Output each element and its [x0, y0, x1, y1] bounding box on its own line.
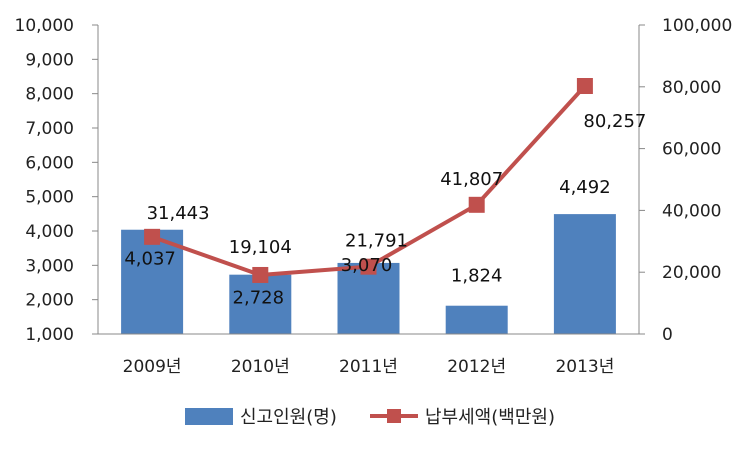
bar-data-label: 2,728: [233, 288, 285, 309]
bar: [121, 229, 184, 334]
bar: [553, 214, 616, 334]
line-marker: [252, 266, 269, 283]
right-tick-label: 0: [662, 325, 673, 345]
line-marker: [468, 196, 485, 213]
legend-line-label: 납부세액(백만원): [425, 407, 555, 428]
left-tick-label: 9,000: [25, 50, 74, 70]
right-y-axis: 0 20,000 40,000 60,000 80,000 100,000: [638, 16, 732, 345]
left-tick-label: 2,000: [25, 291, 74, 311]
line-data-label: 31,443: [147, 203, 210, 224]
x-tick-label: 2011년: [339, 357, 398, 377]
x-tick-label: 2013년: [555, 357, 614, 377]
bar: [445, 305, 508, 334]
line-data-label: 80,257: [583, 111, 646, 132]
left-tick-label: 1,000: [25, 325, 74, 345]
x-tick-label: 2012년: [447, 357, 506, 377]
line-data-label: 21,791: [345, 231, 408, 252]
legend-bar-swatch: [185, 408, 233, 425]
bar-series: [121, 214, 616, 334]
left-y-axis: 1,000 2,000 3,000 4,000 5,000 6,000 7,000 8,000…: [15, 16, 99, 345]
data-labels: 4,037 2,728 3,070 1,824 4,492 31,443 19,104 21,…: [124, 111, 646, 309]
bar-data-label: 4,037: [124, 249, 176, 270]
right-tick-label: 80,000: [662, 78, 721, 98]
left-tick-label: 8,000: [25, 85, 74, 105]
left-tick-label: 6,000: [25, 153, 74, 173]
x-axis: 2009년 2010년 2011년 2012년 2013년: [98, 333, 639, 377]
legend: 신고인원(명) 납부세액(백만원): [185, 407, 555, 428]
left-tick-label: 10,000: [15, 16, 74, 36]
line-data-label: 19,104: [229, 237, 292, 258]
x-tick-label: 2009년: [123, 357, 182, 377]
legend-bar-label: 신고인원(명): [240, 407, 337, 428]
right-tick-label: 40,000: [662, 201, 721, 221]
bar: [229, 274, 292, 334]
line-data-label: 41,807: [440, 169, 503, 190]
right-tick-label: 100,000: [662, 16, 732, 36]
left-tick-label: 7,000: [25, 119, 74, 139]
bar-data-label: 3,070: [341, 255, 393, 276]
left-tick-label: 5,000: [25, 188, 74, 208]
right-tick-label: 60,000: [662, 140, 721, 160]
line-marker: [576, 78, 593, 95]
bar: [337, 262, 400, 334]
line-series: [144, 78, 593, 283]
legend-line-marker: [387, 409, 401, 423]
right-tick-label: 20,000: [662, 263, 721, 283]
line-marker: [144, 228, 161, 245]
line-marker: [360, 258, 377, 275]
left-tick-label: 3,000: [25, 256, 74, 276]
bar-data-label: 4,492: [559, 177, 611, 198]
left-tick-label: 4,000: [25, 222, 74, 242]
x-tick-label: 2010년: [231, 357, 290, 377]
bar-data-label: 1,824: [451, 266, 503, 287]
